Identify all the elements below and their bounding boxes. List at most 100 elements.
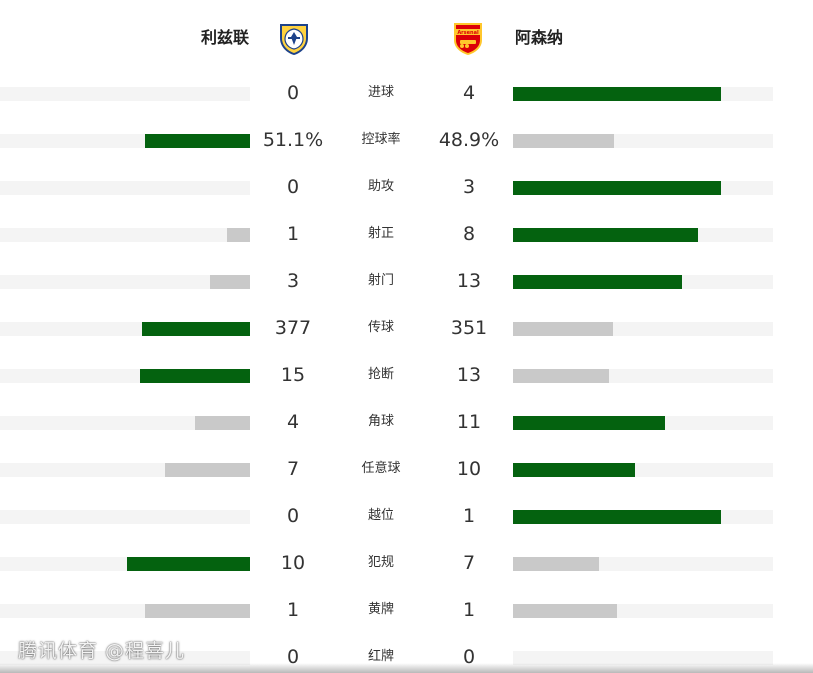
arsenal-badge-icon[interactable]: Arsenal — [451, 20, 485, 56]
home-value: 15 — [280, 364, 306, 386]
home-bar-track — [0, 369, 250, 383]
away-bar-track — [513, 416, 773, 430]
home-value: 1 — [286, 599, 300, 621]
home-value: 0 — [286, 646, 300, 668]
away-value: 10 — [456, 458, 482, 480]
home-bar — [127, 557, 250, 571]
away-bar — [513, 510, 721, 524]
away-bar — [513, 463, 635, 477]
away-bar-track — [513, 557, 773, 571]
home-bar-track — [0, 463, 250, 477]
home-bar-track — [0, 604, 250, 618]
away-bar — [513, 416, 665, 430]
away-bar — [513, 181, 721, 195]
away-bar — [513, 228, 698, 242]
home-bar — [142, 322, 250, 336]
away-bar-track — [513, 228, 773, 242]
away-value: 13 — [456, 270, 482, 292]
home-bar — [195, 416, 250, 430]
away-bar — [513, 322, 613, 336]
away-value: 1 — [462, 599, 476, 621]
stat-row: 1 黄牌 1 — [0, 587, 813, 634]
stats-table: 0 进球 4 51.1% 控球率 48.9% 0 助攻 3 1 射正 8 3 射门 13 377 传球 351 15… — [0, 70, 813, 673]
stat-label: 传球 — [367, 320, 394, 335]
svg-text:Arsenal: Arsenal — [457, 30, 479, 36]
stat-label: 红牌 — [367, 649, 394, 664]
stat-label: 助攻 — [367, 179, 394, 194]
stat-row: 0 进球 4 — [0, 70, 813, 117]
home-bar — [145, 604, 250, 618]
home-value: 0 — [286, 82, 300, 104]
home-value: 1 — [286, 223, 300, 245]
away-bar-track — [513, 275, 773, 289]
home-bar-track — [0, 275, 250, 289]
stat-row: 4 角球 11 — [0, 399, 813, 446]
away-bar — [513, 369, 609, 383]
stat-label: 控球率 — [361, 132, 401, 147]
away-bar — [513, 87, 721, 101]
stat-label: 任意球 — [361, 461, 401, 476]
home-value: 10 — [280, 552, 306, 574]
away-bar-track — [513, 463, 773, 477]
away-value: 3 — [462, 176, 476, 198]
stat-row: 7 任意球 10 — [0, 446, 813, 493]
home-bar — [145, 134, 250, 148]
leeds-badge-icon[interactable] — [277, 20, 311, 56]
home-value: 0 — [286, 176, 300, 198]
away-bar — [513, 275, 682, 289]
home-bar-track — [0, 510, 250, 524]
away-bar-track — [513, 87, 773, 101]
watermark: 腾讯体育 @程喜儿 — [18, 640, 186, 662]
home-bar-track — [0, 134, 250, 148]
stat-label: 犯规 — [367, 555, 394, 570]
stat-row: 15 抢断 13 — [0, 352, 813, 399]
away-value: 7 — [462, 552, 476, 574]
away-value: 4 — [462, 82, 476, 104]
away-bar-track — [513, 604, 773, 618]
away-bar-track — [513, 369, 773, 383]
away-bar — [513, 134, 614, 148]
home-bar — [165, 463, 250, 477]
home-bar-track — [0, 228, 250, 242]
away-team-name[interactable]: 阿森纳 — [515, 28, 564, 47]
stat-row: 1 射正 8 — [0, 211, 813, 258]
away-bar — [513, 604, 617, 618]
home-value: 377 — [274, 317, 312, 339]
away-bar — [513, 557, 599, 571]
away-bar-track — [513, 134, 773, 148]
stat-row: 377 传球 351 — [0, 305, 813, 352]
away-value: 48.9% — [438, 129, 500, 151]
home-bar — [210, 275, 250, 289]
home-bar-track — [0, 651, 250, 665]
stat-label: 抢断 — [367, 367, 394, 382]
away-bar-track — [513, 322, 773, 336]
stat-row: 0 助攻 3 — [0, 164, 813, 211]
home-bar-track — [0, 416, 250, 430]
stat-label: 射正 — [367, 226, 394, 241]
away-value: 8 — [462, 223, 476, 245]
away-value: 351 — [450, 317, 488, 339]
home-value: 7 — [286, 458, 300, 480]
stat-label: 越位 — [367, 508, 394, 523]
match-header: 利兹联 Arsenal 阿森纳 — [0, 0, 813, 80]
away-bar-track — [513, 181, 773, 195]
home-bar-track — [0, 557, 250, 571]
stat-label: 黄牌 — [367, 602, 394, 617]
home-value: 4 — [286, 411, 300, 433]
stat-row: 51.1% 控球率 48.9% — [0, 117, 813, 164]
home-bar-track — [0, 322, 250, 336]
stat-row: 0 红牌 0 — [0, 634, 813, 673]
home-bar — [140, 369, 250, 383]
away-value: 1 — [462, 505, 476, 527]
home-bar-track — [0, 181, 250, 195]
away-bar-track — [513, 651, 773, 665]
bottom-shadow — [0, 663, 813, 673]
stat-row: 0 越位 1 — [0, 493, 813, 540]
home-team-name[interactable]: 利兹联 — [201, 28, 250, 47]
away-value: 11 — [456, 411, 482, 433]
stat-label: 角球 — [367, 414, 394, 429]
home-bar — [227, 228, 250, 242]
home-bar-track — [0, 87, 250, 101]
home-value: 3 — [286, 270, 300, 292]
stat-row: 10 犯规 7 — [0, 540, 813, 587]
